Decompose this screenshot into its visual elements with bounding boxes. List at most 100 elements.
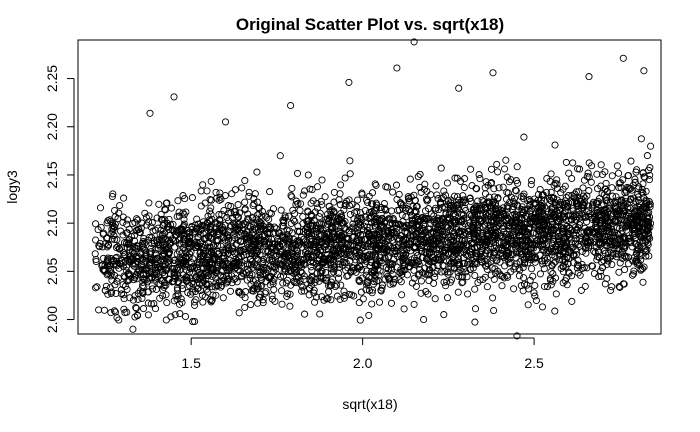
data-point <box>572 188 580 196</box>
data-point <box>329 265 337 273</box>
data-point <box>467 165 475 173</box>
data-point <box>257 224 265 232</box>
data-point <box>371 274 379 282</box>
data-point <box>325 202 333 210</box>
data-point <box>394 235 402 243</box>
data-point <box>320 296 328 304</box>
data-point <box>601 249 610 257</box>
data-point <box>129 325 137 333</box>
data-point <box>506 232 514 240</box>
data-point <box>455 255 463 263</box>
data-point <box>574 261 582 269</box>
data-point <box>584 206 593 214</box>
data-point <box>458 227 466 235</box>
data-point <box>161 235 169 243</box>
data-point <box>466 265 474 273</box>
data-point <box>181 246 189 254</box>
data-point <box>358 190 366 199</box>
data-point <box>537 229 545 237</box>
data-point <box>627 212 635 220</box>
data-point <box>289 252 297 260</box>
data-point <box>469 213 477 222</box>
data-point <box>354 196 362 204</box>
data-point <box>618 227 626 235</box>
data-point <box>316 273 324 281</box>
data-point <box>107 272 115 280</box>
data-point <box>538 303 547 311</box>
data-point <box>183 276 192 284</box>
data-point <box>230 208 239 216</box>
data-point <box>486 222 494 230</box>
data-point <box>540 240 548 248</box>
y-tick-label: 2.00 <box>44 306 60 333</box>
data-point <box>171 243 179 251</box>
data-point <box>504 273 512 281</box>
data-point <box>555 200 563 208</box>
data-point <box>174 197 182 205</box>
data-point <box>341 291 349 299</box>
data-point <box>203 187 211 195</box>
data-point <box>352 268 360 276</box>
data-point <box>539 205 547 213</box>
data-point <box>621 217 629 225</box>
data-point <box>365 311 373 319</box>
data-point <box>376 239 384 247</box>
data-point <box>365 214 373 222</box>
data-point <box>645 218 653 226</box>
data-point <box>228 243 236 251</box>
data-point <box>299 213 307 221</box>
data-point <box>448 227 456 235</box>
data-point <box>104 290 112 298</box>
data-point <box>477 211 485 219</box>
data-point <box>249 277 257 285</box>
data-point <box>291 217 299 225</box>
data-point <box>512 187 520 195</box>
data-point <box>291 210 299 218</box>
data-point <box>377 205 385 214</box>
data-point <box>639 265 647 273</box>
data-point <box>268 295 277 303</box>
data-point <box>241 256 249 264</box>
data-point <box>342 259 350 267</box>
data-point <box>570 252 578 260</box>
data-point <box>474 197 482 205</box>
data-point <box>170 271 178 279</box>
data-point <box>338 261 347 269</box>
data-point <box>217 242 225 250</box>
data-point <box>399 242 407 250</box>
data-point <box>479 275 487 284</box>
data-point <box>150 256 158 264</box>
data-point <box>544 223 552 231</box>
data-point <box>227 209 235 217</box>
data-point <box>245 188 253 196</box>
data-point <box>544 246 552 254</box>
data-point <box>146 109 154 117</box>
data-point <box>572 245 580 253</box>
data-point <box>610 199 618 207</box>
data-point <box>581 282 589 290</box>
data-point <box>633 213 641 221</box>
data-point <box>605 227 613 235</box>
data-point <box>256 240 264 248</box>
data-point <box>318 293 326 301</box>
data-point <box>615 283 623 291</box>
data-point <box>443 294 452 302</box>
data-point <box>263 266 271 274</box>
data-point <box>199 298 207 306</box>
data-point <box>515 249 523 257</box>
data-point <box>578 247 586 256</box>
data-point <box>342 226 350 234</box>
data-point <box>176 310 184 318</box>
data-point <box>135 253 143 261</box>
data-point <box>583 172 591 181</box>
data-point <box>151 305 160 313</box>
data-point <box>612 203 620 211</box>
data-point <box>643 152 651 160</box>
data-point <box>513 332 521 340</box>
data-point <box>612 193 620 201</box>
data-point <box>206 296 214 304</box>
data-point <box>644 239 652 247</box>
data-point <box>577 286 585 294</box>
data-point <box>194 233 202 241</box>
data-point <box>504 222 512 230</box>
